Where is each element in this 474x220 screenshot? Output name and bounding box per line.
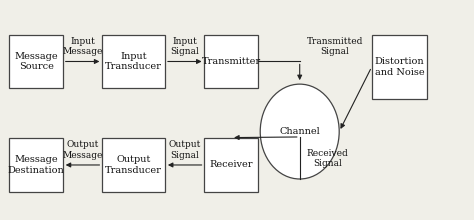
Text: Output
Message: Output Message [63, 140, 103, 160]
Bar [372, 35, 428, 99]
Text: Receiver: Receiver [210, 160, 253, 169]
Text: Input
Signal: Input Signal [170, 37, 199, 56]
Text: Transmitted
Signal: Transmitted Signal [307, 37, 363, 56]
Text: Output
Signal: Output Signal [169, 140, 201, 160]
Text: Transmitter: Transmitter [201, 57, 261, 66]
Text: Channel: Channel [279, 127, 320, 136]
Text: Input
Transducer: Input Transducer [105, 52, 162, 71]
Bar [9, 138, 63, 192]
Text: Distortion
and Noise: Distortion and Noise [375, 57, 424, 77]
Text: Received
Signal: Received Signal [307, 149, 348, 168]
Text: Input
Message: Input Message [63, 37, 103, 56]
Bar [9, 35, 63, 88]
Ellipse shape [260, 84, 339, 179]
Text: Message
Destination: Message Destination [8, 155, 64, 175]
Bar [102, 35, 165, 88]
Bar [204, 138, 258, 192]
Text: Message
Source: Message Source [14, 52, 58, 71]
Bar [102, 138, 165, 192]
Text: Output
Transducer: Output Transducer [105, 155, 162, 175]
Bar [204, 35, 258, 88]
